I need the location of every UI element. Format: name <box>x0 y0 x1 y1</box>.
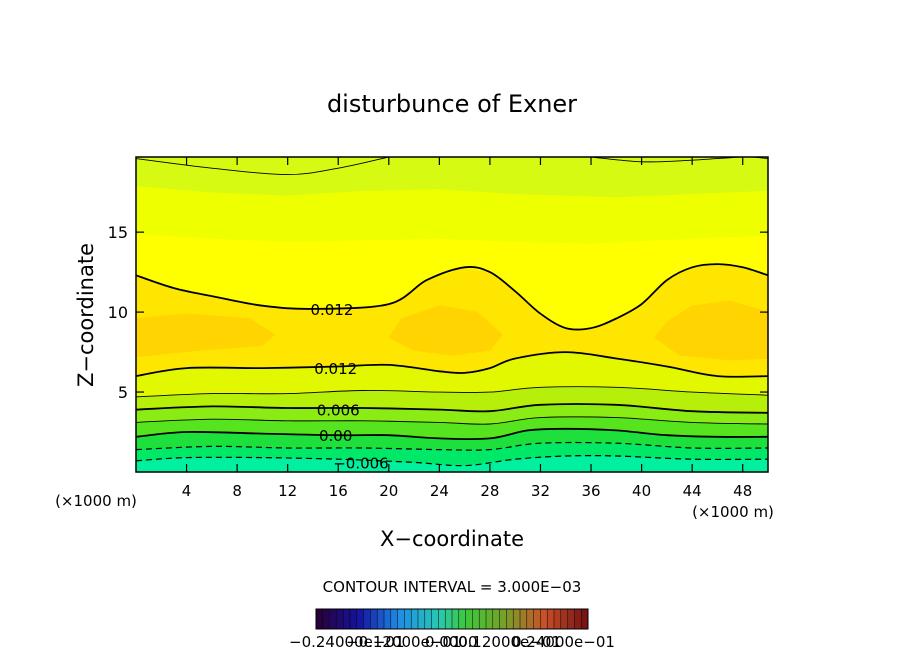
contour-line <box>136 263 768 331</box>
colorbar-swatch <box>574 609 582 629</box>
colorbar-swatch <box>384 609 391 629</box>
colorbar-swatch <box>479 609 486 629</box>
contour-line <box>136 157 389 176</box>
inline-contour-label: 0.012 <box>310 301 353 319</box>
contour-line <box>136 386 768 398</box>
y-tick-label: 15 <box>108 223 128 242</box>
colorbar-swatch <box>397 609 405 629</box>
colorbar-swatch <box>438 609 446 629</box>
colorbar-swatch <box>363 609 371 629</box>
inline-contour-label: 0.00 <box>319 427 352 445</box>
inline-contour-label: 0.006 <box>317 402 360 420</box>
colorbar-swatch <box>452 609 459 629</box>
plot-frame <box>135 156 769 473</box>
colorbar-swatch <box>554 609 561 629</box>
inline-contour-label: −0.006 <box>333 454 389 472</box>
contour-band <box>136 313 276 358</box>
colorbar-frame <box>315 608 589 630</box>
y-tick-label: 10 <box>108 303 128 322</box>
colorbar-swatch <box>472 609 480 629</box>
x-tick-label: 32 <box>531 482 550 500</box>
colorbar-swatch <box>506 609 514 629</box>
x-tick-label: 28 <box>480 482 499 500</box>
colorbar-swatch <box>581 609 588 629</box>
colorbar-swatch <box>411 609 418 629</box>
colorbar-swatch <box>445 609 452 629</box>
x-axis-label: X−coordinate <box>380 527 524 551</box>
x-tick-label: 48 <box>733 482 752 500</box>
colorbar-swatch <box>526 609 534 629</box>
x-tick-label: 8 <box>232 482 242 500</box>
colorbar-swatch <box>567 609 575 629</box>
colorbar-swatch <box>418 609 425 629</box>
colorbar-min-label: −0.24000e−01 <box>289 633 404 651</box>
inline-contour-label: 0.012 <box>314 360 357 378</box>
x-tick-label: 4 <box>182 482 192 500</box>
colorbar-swatch <box>356 609 364 629</box>
colorbar-swatch <box>547 609 554 629</box>
contour-band <box>653 300 768 361</box>
colorbar-mid-label: 0.0000 <box>425 633 478 651</box>
colorbar-swatch <box>513 609 520 629</box>
x-unit-label-right: (×1000 m) <box>692 503 774 521</box>
y-axis-label: Z−coordinate <box>74 243 98 387</box>
colorbar-swatch <box>404 609 412 629</box>
colorbar-swatch <box>390 609 398 629</box>
x-unit-label-left: (×1000 m) <box>55 492 137 510</box>
filled-contour-bands <box>136 157 768 472</box>
colorbar-swatch <box>336 609 344 629</box>
contour-band <box>136 157 768 198</box>
colorbar-swatch <box>322 609 330 629</box>
colorbar-swatch <box>458 609 466 629</box>
colorbar-swatch <box>343 609 350 629</box>
colorbar-swatch <box>424 609 432 629</box>
contour-inline-labels: 0.012 0.012 0.006 0.00 −0.006 <box>310 301 389 473</box>
contour-line <box>136 351 768 378</box>
x-tick-label: 24 <box>430 482 449 500</box>
colorbar-mid-label: −0.12000e−01 <box>346 633 461 651</box>
colorbar-swatch <box>377 609 384 629</box>
colorbar-swatch <box>465 609 473 629</box>
colorbar-swatch <box>486 609 493 629</box>
contour-line <box>136 455 768 467</box>
y-tick-label: 5 <box>118 383 128 402</box>
contour-line <box>136 427 768 441</box>
contour-line <box>136 403 768 414</box>
colorbar-swatch <box>499 609 507 629</box>
chart-title: disturbunce of Exner <box>327 90 577 118</box>
colorbar <box>315 608 589 630</box>
colorbar-swatch <box>533 609 541 629</box>
contour-band <box>388 305 503 356</box>
colorbar-swatch <box>316 609 323 629</box>
colorbar-swatch <box>329 609 337 629</box>
colorbar-swatch <box>431 609 439 629</box>
x-tick-label: 40 <box>632 482 651 500</box>
x-tick-label: 20 <box>379 482 398 500</box>
x-tick-label: 44 <box>683 482 702 500</box>
x-tick-label: 16 <box>329 482 348 500</box>
x-tick-label: 12 <box>278 482 297 500</box>
colorbar-swatch <box>370 609 378 629</box>
contour-line <box>136 416 768 425</box>
contour-lines <box>136 157 768 467</box>
contour-interval-text: CONTOUR INTERVAL = 3.000E−03 <box>323 578 582 596</box>
colorbar-swatch <box>492 609 500 629</box>
contour-line <box>136 441 768 451</box>
colorbar-swatch <box>350 609 357 629</box>
colorbar-swatch <box>540 609 548 629</box>
colorbar-swatch <box>520 609 527 629</box>
colorbar-mid-label: 0.12000e−01 <box>458 633 561 651</box>
colorbar-swatch <box>560 609 568 629</box>
colorbar-max-label: 0.24000e−01 <box>512 633 615 651</box>
x-tick-label: 36 <box>581 482 600 500</box>
